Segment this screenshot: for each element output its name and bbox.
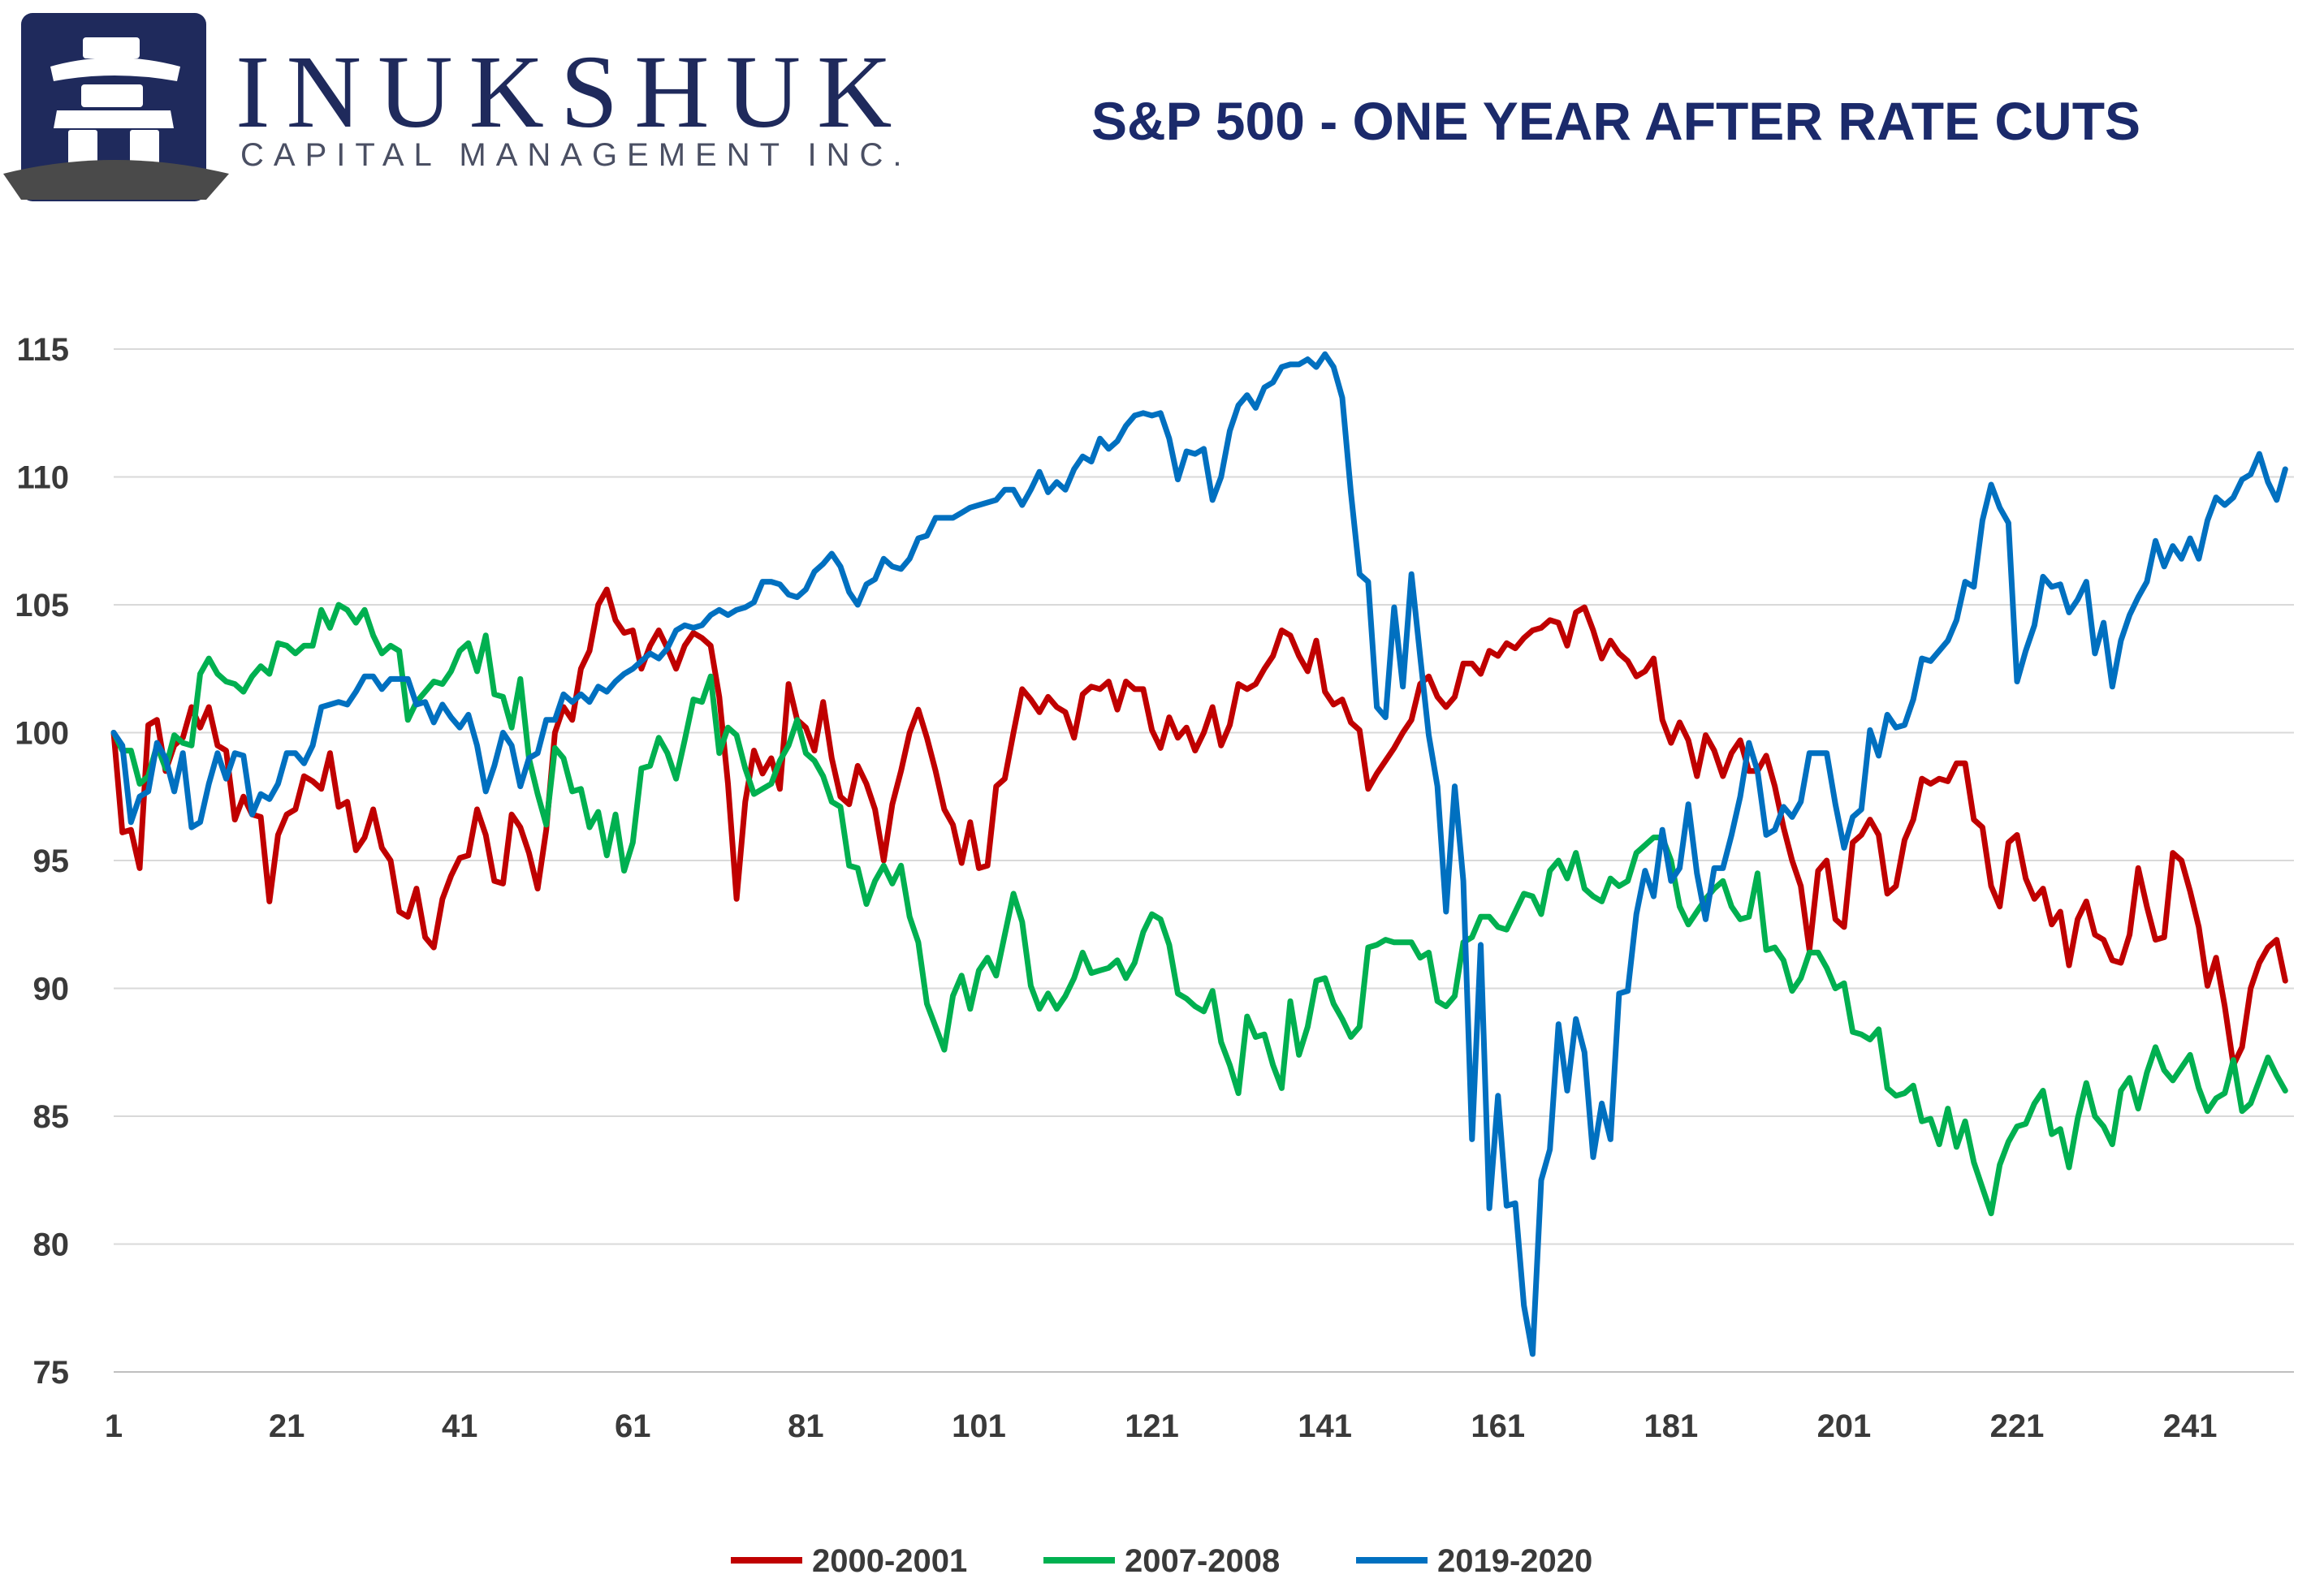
legend-label: 2019-2020 — [1437, 1543, 1592, 1579]
x-tick-label: 41 — [442, 1408, 478, 1444]
company-logo: INUKSHUK CAPITAL MANAGEMENT INC. — [3, 13, 911, 201]
y-tick-label: 80 — [33, 1227, 70, 1263]
x-tick-label: 121 — [1125, 1408, 1179, 1444]
logo-subtitle: CAPITAL MANAGEMENT INC. — [240, 137, 911, 173]
chart-title: S&P 500 - ONE YEAR AFTER RATE CUTS — [1091, 91, 2140, 151]
logo-ground — [3, 160, 229, 200]
x-tick-label: 81 — [788, 1408, 824, 1444]
y-tick-label: 110 — [16, 460, 69, 496]
legend-label: 2007-2008 — [1125, 1543, 1280, 1579]
x-tick-label: 221 — [1990, 1408, 2045, 1444]
y-axis-ticks: 115 110 105 100 95 90 85 80 75 — [15, 332, 69, 1391]
x-tick-label: 241 — [2163, 1408, 2218, 1444]
x-tick-label: 181 — [1644, 1408, 1698, 1444]
y-tick-label: 95 — [33, 843, 70, 879]
series-line-2000-2001 — [110, 586, 2288, 1068]
y-tick-label: 90 — [33, 972, 70, 1007]
x-tick-label: 61 — [615, 1408, 651, 1444]
y-tick-label: 115 — [16, 332, 69, 368]
x-tick-label: 201 — [1817, 1408, 1872, 1444]
legend-label: 2000-2001 — [812, 1543, 967, 1579]
legend: 2000-2001 2007-2008 2019-2020 — [731, 1543, 1592, 1579]
x-tick-label: 141 — [1298, 1408, 1352, 1444]
series-lines — [110, 351, 2288, 1357]
x-tick-label: 161 — [1471, 1408, 1525, 1444]
gridlines — [114, 348, 2294, 1373]
x-axis-ticks: 1 21 41 61 81 101 121 141 161 181 201 221 241 — [105, 1408, 2218, 1444]
y-tick-label: 85 — [33, 1099, 70, 1135]
x-tick-label: 101 — [952, 1408, 1006, 1444]
series-line-2007-2008 — [110, 602, 2288, 1217]
logo-name: INUKSHUK — [235, 34, 908, 149]
series-line-2019-2020 — [110, 351, 2288, 1357]
y-tick-label: 75 — [33, 1355, 70, 1391]
x-tick-label: 21 — [269, 1408, 305, 1444]
x-tick-label: 1 — [105, 1408, 123, 1444]
y-tick-label: 100 — [15, 716, 69, 752]
y-tick-label: 105 — [15, 588, 69, 623]
